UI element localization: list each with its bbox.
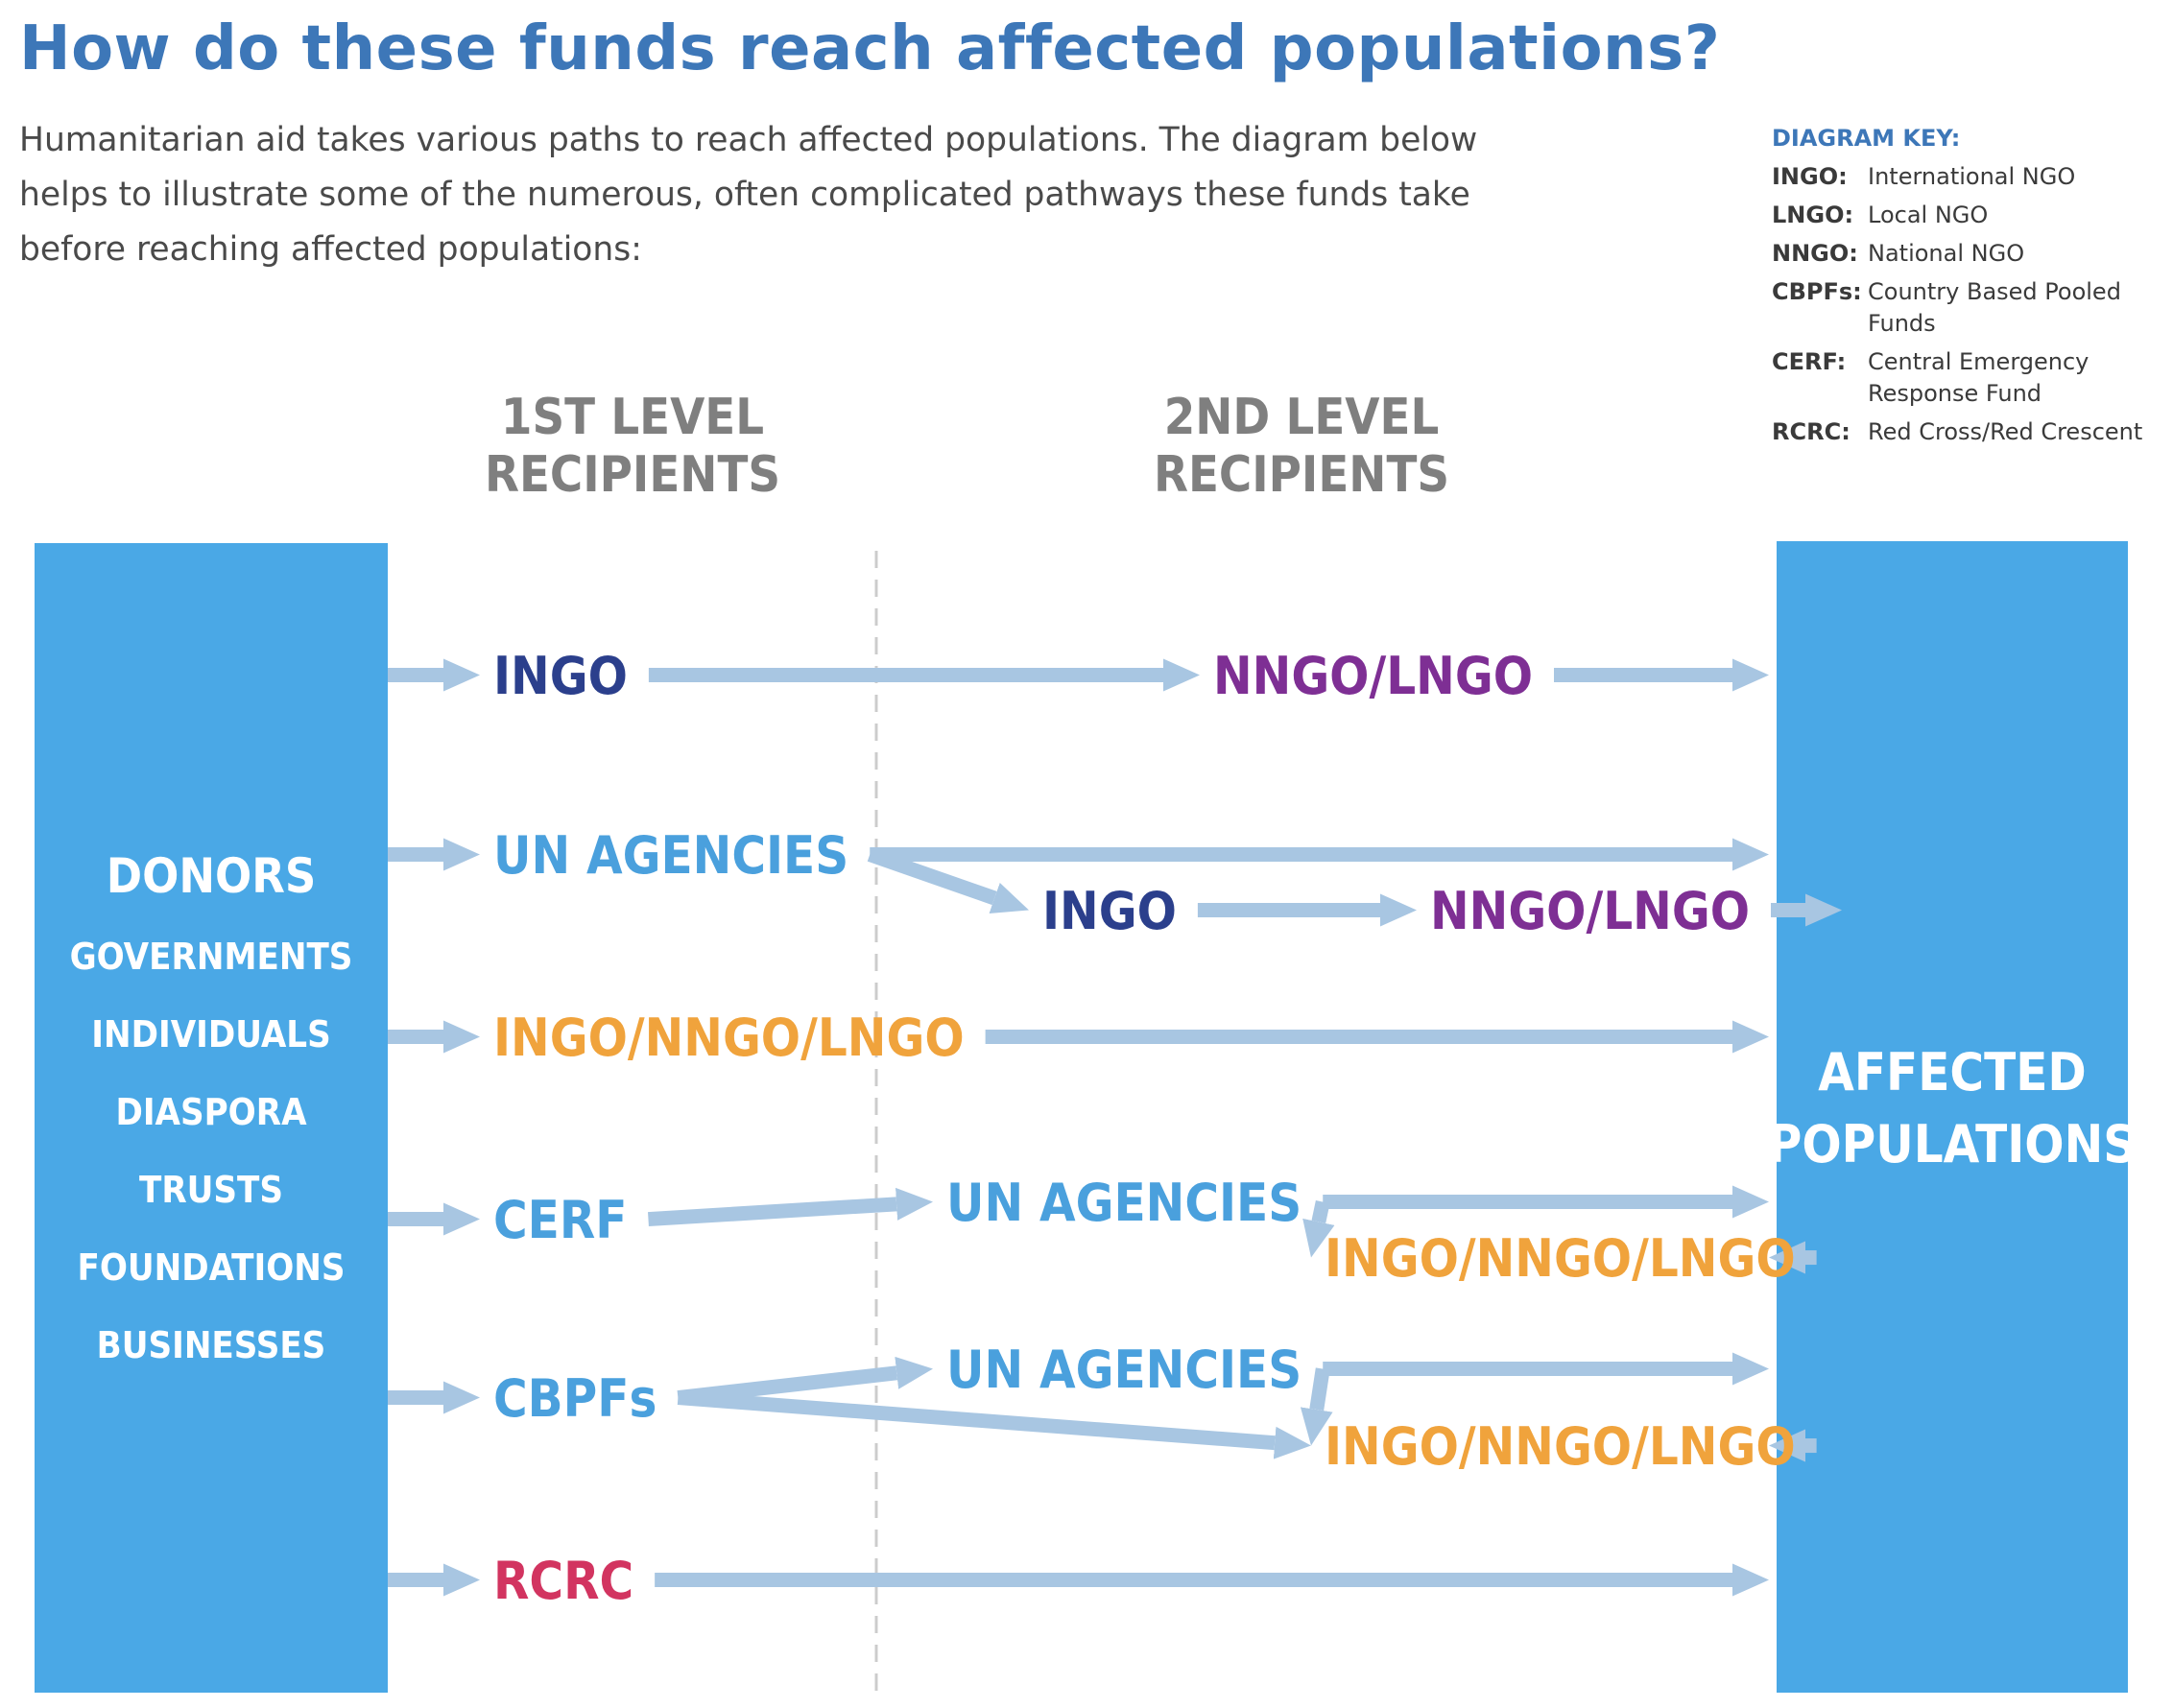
node-r5-cbpf: CBPFs <box>493 1368 657 1429</box>
key-row-rcrc: RCRC: Red Cross/Red Crescent <box>1772 416 2165 448</box>
key-definition: International NGO <box>1868 163 2076 190</box>
key-definition: National NGO <box>1868 240 2025 267</box>
node-r5-mixed: INGO/NNGO/LNGO <box>1325 1416 1796 1477</box>
node-r5-un: UN AGENCIES <box>946 1340 1301 1400</box>
node-r2-nngo: NNGO/LNGO <box>1430 881 1750 941</box>
intro-text: Humanitarian aid takes various paths to … <box>19 121 1478 269</box>
key-row-nngo: NNGO: National NGO <box>1772 238 2165 270</box>
second-level-heading-line1: 2ND LEVEL <box>1164 389 1440 446</box>
node-r1-ingo: INGO <box>493 646 628 706</box>
diagram-key: DIAGRAM KEY: INGO: International NGO LNG… <box>1772 125 2165 455</box>
node-r6-rcrc: RCRC <box>493 1551 633 1611</box>
first-level-heading-line2: RECIPIENTS <box>485 446 780 504</box>
second-level-heading-line2: RECIPIENTS <box>1154 446 1449 504</box>
affected-populations-block <box>1777 541 2128 1693</box>
node-r1-nngo: NNGO/LNGO <box>1213 646 1533 706</box>
arrow-r5-cbpf-to-r5-mixed <box>677 1390 1312 1459</box>
donor-governments: GOVERNMENTS <box>70 936 353 978</box>
key-definition: Local NGO <box>1868 202 1989 228</box>
donors-heading: DONORS <box>107 848 317 904</box>
key-abbr: CBPFs: <box>1772 278 1862 305</box>
key-row-cerf: CERF: Central Emergency Response Fund <box>1772 346 2165 410</box>
node-r3-mixed: INGO/NNGO/LNGO <box>493 1008 965 1068</box>
key-abbr: NNGO: <box>1772 240 1858 267</box>
key-abbr: INGO: <box>1772 163 1848 190</box>
donors-block <box>35 543 388 1693</box>
key-row-lngo: LNGO: Local NGO <box>1772 200 2165 231</box>
arrow-r5-un-to-r5-mixed <box>1300 1367 1333 1446</box>
key-definition: Red Cross/Red Crescent <box>1868 418 2143 445</box>
key-abbr: RCRC: <box>1772 418 1851 445</box>
first-level-heading-line1: 1ST LEVEL <box>501 389 764 446</box>
node-r2-ingo: INGO <box>1042 881 1177 941</box>
donor-trusts: TRUSTS <box>139 1169 283 1211</box>
donor-individuals: INDIVIDUALS <box>91 1013 330 1056</box>
node-r4-cerf: CERF <box>493 1190 627 1250</box>
donor-foundations: FOUNDATIONS <box>77 1246 345 1289</box>
key-row-ingo: INGO: International NGO <box>1772 161 2165 193</box>
key-abbr: CERF: <box>1772 348 1847 375</box>
key-row-cbpfs: CBPFs: Country Based Pooled Funds <box>1772 276 2165 340</box>
affected-populations-line2: POPULATIONS <box>1768 1114 2137 1174</box>
node-r4-mixed: INGO/NNGO/LNGO <box>1325 1228 1796 1289</box>
flow-arrows <box>388 658 1842 1597</box>
arrow-r4-cerf-to-r4-un <box>648 1187 934 1227</box>
flow-nodes: INGO NNGO/LNGO UN AGENCIES INGO NNGO/LNGO ING… <box>493 646 1796 1611</box>
affected-populations-line1: AFFECTED <box>1818 1042 2087 1103</box>
donor-businesses: BUSINESSES <box>97 1324 326 1366</box>
donor-diaspora: DIASPORA <box>115 1091 307 1133</box>
diagram-key-heading: DIAGRAM KEY: <box>1772 125 1961 152</box>
arrow-r2-un-to-r2-ingo <box>867 847 1030 914</box>
arrow-r4-un-to-r4-mixed <box>1302 1200 1335 1258</box>
node-r4-un: UN AGENCIES <box>946 1173 1301 1233</box>
key-abbr: LNGO: <box>1772 202 1854 228</box>
key-definition: Country Based Pooled Funds <box>1868 278 2121 337</box>
key-definition: Central Emergency Response Fund <box>1868 348 2089 407</box>
node-r2-un: UN AGENCIES <box>493 825 848 886</box>
page-title: How do these funds reach affected popula… <box>19 13 1721 84</box>
